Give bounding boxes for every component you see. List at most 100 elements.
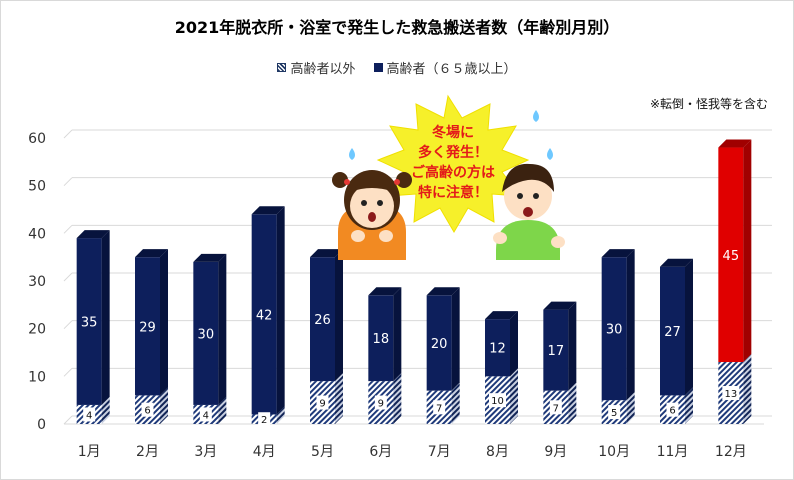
data-label-box (489, 393, 506, 408)
x-tick-label: 6月 (369, 444, 392, 460)
warning-callout: 冬場に 多く発生！ ご高齢の方は 特に注意！ (349, 94, 553, 233)
data-label-box (258, 412, 271, 427)
bar-elderly (76, 238, 102, 405)
callout-burst-shape (376, 94, 530, 233)
data-label-non-elderly: 6 (144, 406, 150, 417)
data-label-elderly: 29 (139, 320, 156, 335)
bar-elderly (310, 257, 335, 382)
callout-line-1: 冬場に (432, 124, 474, 141)
data-label-elderly: 27 (664, 325, 681, 340)
bar-non-elderly-side (510, 368, 518, 424)
x-tick-label: 4月 (253, 444, 276, 460)
data-label-box (549, 400, 562, 415)
data-label-box (316, 395, 329, 410)
data-label-elderly: 20 (431, 337, 448, 352)
bar-elderly-top (368, 287, 402, 296)
data-label-elderly: 30 (198, 327, 215, 342)
bar-elderly-top (718, 139, 752, 148)
legend-label-non-elderly: 高齢者以外 (290, 62, 356, 77)
bar-elderly-top (193, 253, 227, 262)
data-label-elderly: 45 (723, 249, 740, 264)
data-label-non-elderly: 2 (261, 415, 267, 426)
data-label-box (374, 395, 387, 410)
data-label-non-elderly: 4 (86, 410, 92, 421)
bar-elderly-side (218, 253, 227, 405)
y-tick-label: 30 (28, 274, 46, 290)
bar-non-elderly-side (393, 373, 402, 424)
grid-line-depth (63, 224, 73, 234)
bar-non-elderly-side (335, 373, 343, 424)
y-tick-label: 10 (28, 369, 46, 385)
grid-line-depth (63, 320, 73, 330)
x-tick-label: 9月 (544, 444, 567, 460)
data-label-non-elderly: 5 (611, 408, 617, 419)
data-label-elderly: 35 (81, 316, 98, 331)
bar-non-elderly-side (101, 396, 110, 424)
x-tick-label: 8月 (486, 444, 509, 460)
data-label-box (433, 400, 446, 415)
worried-boy-icon (493, 163, 565, 260)
data-label-box (83, 407, 96, 422)
grid-line-depth (63, 367, 73, 377)
bar-elderly-top (310, 249, 343, 258)
y-tick-label: 40 (28, 226, 46, 242)
y-tick-label: 0 (37, 417, 46, 433)
data-label-elderly: 17 (548, 344, 565, 359)
bar-elderly (660, 266, 685, 396)
data-label-non-elderly: 9 (319, 399, 325, 410)
data-label-box (199, 407, 212, 422)
legend-label-elderly: 高齢者（６５歳以上） (386, 62, 517, 77)
bar-elderly-side (626, 249, 635, 401)
data-label-box (608, 405, 621, 420)
bar-elderly (251, 214, 277, 415)
y-tick-label: 20 (28, 322, 46, 338)
bar-elderly-side (743, 139, 752, 363)
callout-line-4: 特に注意！ (418, 184, 488, 201)
bar-elderly-top (543, 301, 577, 310)
bar-non-elderly-side (568, 382, 577, 424)
bar-elderly (485, 319, 510, 377)
bar-elderly-side (451, 287, 460, 391)
bar-elderly (718, 147, 744, 363)
data-label-non-elderly: 9 (378, 399, 384, 410)
bar-elderly-side (276, 206, 285, 415)
bar-elderly (135, 257, 160, 396)
grid-line-depth (63, 272, 73, 282)
bar-elderly-top (135, 249, 168, 258)
bar-elderly-top (251, 206, 285, 215)
worried-girl-icon (332, 170, 412, 260)
data-label-non-elderly: 7 (436, 403, 442, 414)
data-label-non-elderly: 4 (203, 410, 209, 421)
chart-title: 2021年脱衣所・浴室で発生した救急搬送者数（年齢別月別） (174, 18, 620, 37)
bar-elderly-top (426, 287, 460, 296)
data-label-non-elderly: 7 (553, 403, 559, 414)
bar-non-elderly-side (685, 387, 693, 424)
bar-elderly-top (485, 311, 518, 320)
bar-non-elderly-side (276, 406, 285, 424)
legend-swatch-navy (373, 63, 383, 72)
data-label-elderly: 42 (256, 308, 273, 323)
y-axis: 0 10 20 30 40 50 60 (28, 131, 46, 433)
bar-elderly (193, 261, 219, 405)
data-label-non-elderly: 10 (491, 396, 504, 407)
x-axis: 1月 2月 3月 4月 5月 6月 7月 8月 9月 10月 11月 12月 (78, 444, 747, 460)
x-tick-label: 2月 (136, 444, 159, 460)
bar-elderly (368, 295, 394, 382)
bar-elderly-side (510, 311, 518, 377)
bar-non-elderly-side (626, 392, 635, 424)
bar-non-elderly-side (160, 387, 168, 424)
data-label-box (666, 402, 679, 417)
bar-elderly-side (101, 230, 110, 405)
bar-elderly-side (393, 287, 402, 382)
data-label-non-elderly: 6 (669, 406, 675, 417)
x-tick-label: 10月 (598, 444, 630, 460)
data-label-elderly: 12 (489, 342, 506, 357)
sweat-drop-right2-icon (547, 148, 553, 160)
bar-elderly-top (76, 230, 110, 239)
bar-elderly (426, 295, 452, 391)
data-label-box (722, 386, 740, 401)
y-tick-label: 50 (28, 179, 46, 195)
data-label-elderly: 30 (606, 323, 623, 338)
bar-elderly-side (160, 249, 168, 396)
